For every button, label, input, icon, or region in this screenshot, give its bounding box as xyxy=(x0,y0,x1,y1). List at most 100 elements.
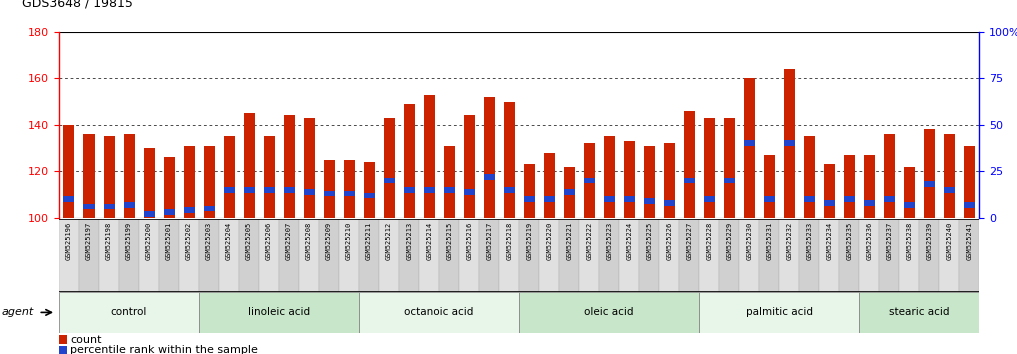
Bar xyxy=(424,187,434,193)
Bar xyxy=(544,196,554,202)
Bar xyxy=(203,146,215,218)
Text: control: control xyxy=(111,307,147,318)
Bar xyxy=(59,292,199,333)
Bar xyxy=(464,189,475,195)
Bar xyxy=(279,219,299,292)
Bar xyxy=(739,219,760,292)
Text: GSM525237: GSM525237 xyxy=(887,222,892,260)
Bar xyxy=(199,219,219,292)
Text: GSM525222: GSM525222 xyxy=(586,222,592,260)
Text: oleic acid: oleic acid xyxy=(585,307,634,318)
Bar xyxy=(899,219,919,292)
Text: GSM525205: GSM525205 xyxy=(246,222,252,260)
Bar xyxy=(844,196,855,202)
Bar xyxy=(143,211,155,217)
Text: GSM525241: GSM525241 xyxy=(966,222,972,260)
Text: GSM525231: GSM525231 xyxy=(766,222,772,260)
Bar xyxy=(544,153,554,218)
Bar xyxy=(764,155,775,218)
Bar xyxy=(284,187,295,193)
Bar xyxy=(159,219,179,292)
Text: GSM525213: GSM525213 xyxy=(406,222,412,260)
Bar xyxy=(263,187,275,193)
Bar xyxy=(123,202,134,207)
Bar xyxy=(319,219,339,292)
Bar xyxy=(659,219,679,292)
Bar xyxy=(199,292,359,333)
Bar xyxy=(404,187,415,193)
Bar xyxy=(824,164,835,218)
Bar xyxy=(139,219,159,292)
Bar xyxy=(964,146,975,218)
Bar xyxy=(764,196,775,202)
Bar xyxy=(944,134,955,218)
Bar xyxy=(99,219,119,292)
Bar xyxy=(580,219,599,292)
Bar xyxy=(379,219,399,292)
Text: stearic acid: stearic acid xyxy=(889,307,950,318)
Bar xyxy=(803,196,815,202)
Text: GDS3648 / 19815: GDS3648 / 19815 xyxy=(22,0,133,10)
Bar xyxy=(880,219,899,292)
Text: GSM525200: GSM525200 xyxy=(146,222,152,260)
Bar xyxy=(183,207,194,213)
Bar xyxy=(704,118,715,218)
Text: GSM525233: GSM525233 xyxy=(806,222,813,260)
Bar xyxy=(239,219,259,292)
Bar xyxy=(143,148,155,218)
Bar xyxy=(839,219,859,292)
Bar xyxy=(164,209,175,215)
Bar xyxy=(59,346,67,354)
Text: GSM525227: GSM525227 xyxy=(686,222,693,260)
Bar xyxy=(119,219,139,292)
Bar xyxy=(224,136,235,218)
Bar xyxy=(424,95,434,218)
Bar xyxy=(923,181,935,187)
Text: GSM525234: GSM525234 xyxy=(826,222,832,260)
Bar xyxy=(844,155,855,218)
Bar xyxy=(584,178,595,183)
Bar xyxy=(83,134,95,218)
Bar xyxy=(664,200,674,206)
Bar xyxy=(219,219,239,292)
Bar xyxy=(784,69,795,218)
Bar xyxy=(760,219,779,292)
Bar xyxy=(859,292,979,333)
Bar xyxy=(344,191,355,196)
Text: GSM525229: GSM525229 xyxy=(726,222,732,260)
Bar xyxy=(683,111,695,218)
Bar xyxy=(164,157,175,218)
Bar xyxy=(964,202,975,207)
Text: GSM525209: GSM525209 xyxy=(326,222,333,260)
Text: GSM525201: GSM525201 xyxy=(166,222,172,260)
Bar xyxy=(559,219,580,292)
Bar xyxy=(63,125,74,218)
Bar xyxy=(863,155,875,218)
Bar xyxy=(323,191,335,196)
Text: GSM525206: GSM525206 xyxy=(266,222,273,260)
Text: linoleic acid: linoleic acid xyxy=(248,307,310,318)
Bar xyxy=(779,219,799,292)
Text: GSM525228: GSM525228 xyxy=(706,222,712,260)
Bar xyxy=(383,178,395,183)
Bar xyxy=(640,219,659,292)
Bar xyxy=(443,146,455,218)
Bar xyxy=(263,136,275,218)
Text: count: count xyxy=(70,335,102,345)
Bar xyxy=(743,141,755,146)
Bar xyxy=(503,102,515,218)
Bar xyxy=(724,118,734,218)
Text: GSM525238: GSM525238 xyxy=(906,222,912,260)
Bar xyxy=(524,196,535,202)
Text: GSM525216: GSM525216 xyxy=(466,222,472,260)
Text: GSM525211: GSM525211 xyxy=(366,222,372,260)
Text: GSM525199: GSM525199 xyxy=(126,222,132,260)
Text: GSM525204: GSM525204 xyxy=(226,222,232,260)
Bar xyxy=(304,189,314,195)
Text: GSM525215: GSM525215 xyxy=(446,222,453,260)
Bar xyxy=(259,219,279,292)
Text: GSM525217: GSM525217 xyxy=(486,222,492,260)
Text: GSM525218: GSM525218 xyxy=(506,222,513,260)
Text: GSM525220: GSM525220 xyxy=(546,222,552,260)
Bar xyxy=(679,219,700,292)
